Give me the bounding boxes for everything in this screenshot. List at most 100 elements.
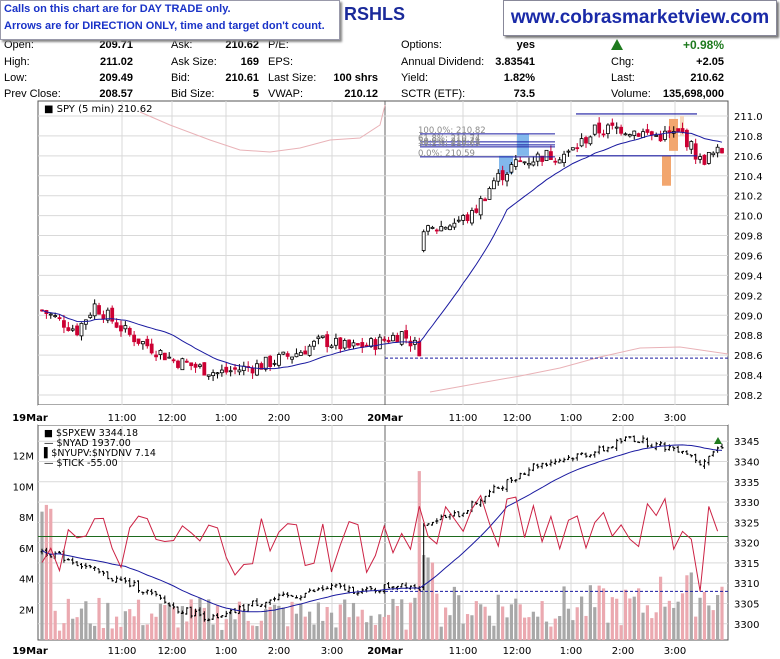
volume-label: Volume: [611, 88, 651, 100]
volume-bar [650, 618, 654, 640]
volume-bar [211, 624, 215, 640]
price-candle [263, 356, 268, 370]
price-candle [351, 342, 356, 347]
price-candle [448, 225, 452, 231]
volume-bar [255, 626, 259, 640]
volume-bar [303, 616, 307, 640]
x-tick-label-bottom: 3:00 [664, 646, 686, 657]
volume-bar [167, 603, 171, 640]
volume-bar [150, 613, 154, 640]
price-tick-label: 210.6 [734, 152, 763, 163]
volume-bar [356, 616, 360, 640]
price-candle [706, 151, 711, 164]
price-tick-label: 210.0 [734, 212, 763, 223]
volume-bar [386, 614, 391, 640]
price-candle [443, 226, 448, 230]
up-arrow-icon [714, 437, 722, 444]
volume-bar [606, 622, 610, 640]
volume-bar [553, 618, 557, 640]
price-candle [544, 149, 549, 161]
price-candle [312, 340, 316, 347]
site-banner[interactable]: www.cobrasmarketview.com [503, 0, 777, 36]
volume-bar [123, 611, 127, 640]
volume-bar [685, 575, 689, 640]
high-label: High: [4, 56, 30, 68]
x-tick-label-bottom: 19Mar [12, 646, 48, 657]
volume-bar [62, 623, 66, 640]
volume-bar [53, 610, 57, 640]
price-candle [198, 364, 202, 367]
price-overlay-line [139, 104, 386, 153]
last-size-label: Last Size: [268, 72, 317, 84]
volume-bar [281, 607, 285, 640]
volume-bar [623, 589, 628, 640]
price-candle [255, 363, 259, 376]
x-tick-label-bottom: 12:00 [158, 646, 187, 657]
price-candle [158, 350, 163, 356]
volume-bar [321, 620, 325, 640]
price-candle [83, 319, 88, 325]
high-value: 211.02 [99, 56, 133, 68]
volume-bar [435, 593, 439, 640]
price-candle [57, 317, 62, 320]
x-tick-label-bottom: 1:00 [560, 646, 582, 657]
price-candle [527, 163, 531, 166]
volume-bar [382, 616, 386, 640]
price-chart-title: ■ SPY (5 min) 210.62 [44, 104, 152, 115]
price-candle [382, 338, 387, 341]
last-size-value: 100 shrs [333, 72, 378, 84]
spxew-tick-label: 3345 [734, 437, 759, 448]
chart-title-partial: RSHLS [344, 4, 406, 24]
volume-bar [689, 572, 693, 640]
price-candle [439, 226, 444, 232]
volume-bar [334, 627, 338, 640]
breadth-legend-item: ▌$NYUPV:$NYDNV 7.14 [43, 447, 156, 459]
volume-bar [452, 586, 456, 640]
price-candle [154, 354, 158, 358]
x-tick-label-bottom: 11:00 [449, 646, 478, 657]
price-candle [676, 128, 681, 132]
price-candle [627, 134, 632, 137]
price-candle [272, 362, 277, 365]
fib-level-label: 38.2%: 210.69 [418, 139, 480, 149]
price-candle [281, 351, 286, 355]
options-value: yes [516, 39, 535, 51]
volume-bar [584, 615, 588, 640]
volume-tick-label: 10M [13, 482, 34, 493]
price-candle [206, 374, 211, 377]
x-tick-label-bottom: 1:00 [215, 646, 237, 657]
price-candle [325, 334, 330, 348]
volume-bar [268, 606, 272, 640]
volume-bar [632, 596, 636, 640]
volume-bar [290, 601, 294, 640]
x-tick-label-top: 2:00 [268, 413, 290, 424]
volume-bar [44, 504, 48, 640]
price-candle [513, 159, 518, 167]
price-candle [597, 122, 602, 134]
price-candle [465, 214, 470, 222]
notice-line-1: Calls on this chart are for DAY TRADE on… [4, 3, 231, 15]
volume-bar [128, 609, 132, 640]
price-candle [316, 336, 321, 340]
volume-bar [93, 625, 97, 640]
price-candle [70, 328, 75, 331]
volume-bar [145, 624, 149, 640]
x-tick-label-top: 20Mar [367, 413, 403, 424]
volume-bar [601, 588, 606, 640]
volume-bar [444, 607, 448, 640]
price-candle [632, 130, 637, 136]
volume-bar [246, 620, 250, 640]
volume-bar [492, 625, 496, 640]
price-candle [211, 372, 215, 377]
price-candle [184, 360, 189, 363]
price-tick-label: 208.8 [734, 331, 763, 342]
notice-line-2: Arrows are for DIRECTION ONLY, time and … [4, 20, 325, 32]
volume-bar [698, 597, 702, 640]
price-candle [391, 334, 395, 342]
volume-bar [351, 602, 356, 640]
price-candle [193, 363, 198, 368]
price-candle [588, 136, 593, 145]
volume-bar [189, 599, 193, 640]
volume-bar [654, 612, 658, 640]
dividend-label: Annual Dividend: [401, 56, 485, 68]
